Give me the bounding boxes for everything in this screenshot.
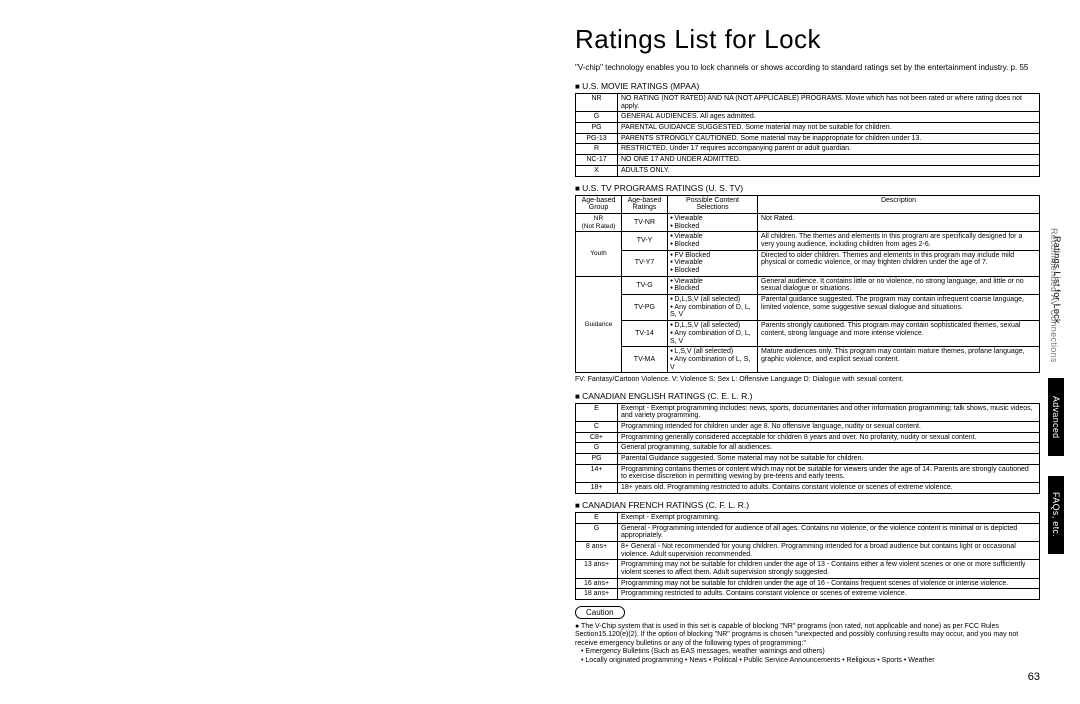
table-row: 18+18+ years old. Programming restricted… xyxy=(576,483,1040,494)
table-row: EExempt - Exempt programming. xyxy=(576,512,1040,523)
list-item: Emergency Bulletins (Such as EAS message… xyxy=(581,648,1040,656)
table-row: TV-MAL,S,V (all selected)Any combination… xyxy=(576,347,1040,373)
caution-label: Caution xyxy=(575,606,625,619)
table-row: CProgramming intended for children under… xyxy=(576,422,1040,433)
table-row: NR(Not Rated)TV-NRViewableBlockedNot Rat… xyxy=(576,213,1040,231)
table-row: YouthTV-YViewableBlockedAll children. Th… xyxy=(576,232,1040,250)
cflr-heading: CANADIAN FRENCH RATINGS (C. F. L. R.) xyxy=(575,500,1040,510)
table-row: RRESTRICTED. Under 17 requires accompany… xyxy=(576,144,1040,155)
table-row: PGPARENTAL GUIDANCE SUGGESTED. Some mate… xyxy=(576,123,1040,134)
celr-table: EExempt - Exempt programming includes: n… xyxy=(575,403,1040,494)
table-row: PG-13PARENTS STRONGLY CAUTIONED. Some ma… xyxy=(576,133,1040,144)
table-row: 14+Programming contains themes or conten… xyxy=(576,464,1040,482)
intro-text: "V-chip" technology enables you to lock … xyxy=(575,63,1040,73)
table-row: GGENERAL AUDIENCES. All ages admitted. xyxy=(576,112,1040,123)
table-row: TV-14D,L,S,V (all selected)Any combinati… xyxy=(576,321,1040,347)
ustv-table: Age-based GroupAge-based RatingsPossible… xyxy=(575,195,1040,374)
table-row: 16 ans+Programming may not be suitable f… xyxy=(576,578,1040,589)
celr-heading: CANADIAN ENGLISH RATINGS (C. E. L. R.) xyxy=(575,391,1040,401)
table-row: 8 ans+8+ General - Not recommended for y… xyxy=(576,541,1040,559)
side-tabs: Ratings List for Lock Recommended AV Con… xyxy=(1048,228,1064,554)
tab-advanced: Advanced xyxy=(1048,378,1064,456)
caution-body: ● The V-Chip system that is used in this… xyxy=(575,623,1040,665)
table-row: GGeneral - Programming intended for audi… xyxy=(576,523,1040,541)
table-row: PGParental Guidance suggested. Some mate… xyxy=(576,454,1040,465)
table-header: Age-based Group xyxy=(576,195,622,213)
table-row: C8+Programming generally considered acce… xyxy=(576,432,1040,443)
cflr-table: EExempt - Exempt programming.GGeneral - … xyxy=(575,512,1040,600)
table-row: TV-Y7FV BlockedViewableBlockedDirected t… xyxy=(576,250,1040,276)
ustv-note: FV: Fantasy/Cartoon Violence. V: Violenc… xyxy=(575,376,1040,384)
table-row: 13 ans+Programming may not be suitable f… xyxy=(576,560,1040,578)
table-row: XADULTS ONLY. xyxy=(576,165,1040,176)
document-page: Ratings List for Lock "V-chip" technolog… xyxy=(575,24,1040,665)
table-row: NC-17NO ONE 17 AND UNDER ADMITTED. xyxy=(576,155,1040,166)
table-header: Description xyxy=(758,195,1040,213)
table-row: 18 ans+Programming restricted to adults.… xyxy=(576,589,1040,600)
table-row: EExempt - Exempt programming includes: n… xyxy=(576,403,1040,421)
table-row: NRNO RATING (NOT RATED) AND NA (NOT APPL… xyxy=(576,94,1040,112)
ustv-heading: U.S. TV PROGRAMS RATINGS (U. S. TV) xyxy=(575,183,1040,193)
tab-ratings: Ratings List for Lock Recommended AV Con… xyxy=(1048,228,1064,378)
table-header: Possible Content Selections xyxy=(668,195,758,213)
table-header: Age-based Ratings xyxy=(622,195,668,213)
table-row: TV-PGD,L,S,V (all selected)Any combinati… xyxy=(576,295,1040,321)
table-row: GuidanceTV-GViewableBlockedGeneral audie… xyxy=(576,276,1040,294)
mpaa-heading: U.S. MOVIE RATINGS (MPAA) xyxy=(575,81,1040,91)
mpaa-table: NRNO RATING (NOT RATED) AND NA (NOT APPL… xyxy=(575,93,1040,177)
page-title: Ratings List for Lock xyxy=(575,24,1040,55)
table-row: GGeneral programming, suitable for all a… xyxy=(576,443,1040,454)
list-item: Locally originated programming • News • … xyxy=(581,657,1040,665)
page-number: 63 xyxy=(1028,671,1040,683)
tab-faqs: FAQs, etc. xyxy=(1048,476,1064,554)
